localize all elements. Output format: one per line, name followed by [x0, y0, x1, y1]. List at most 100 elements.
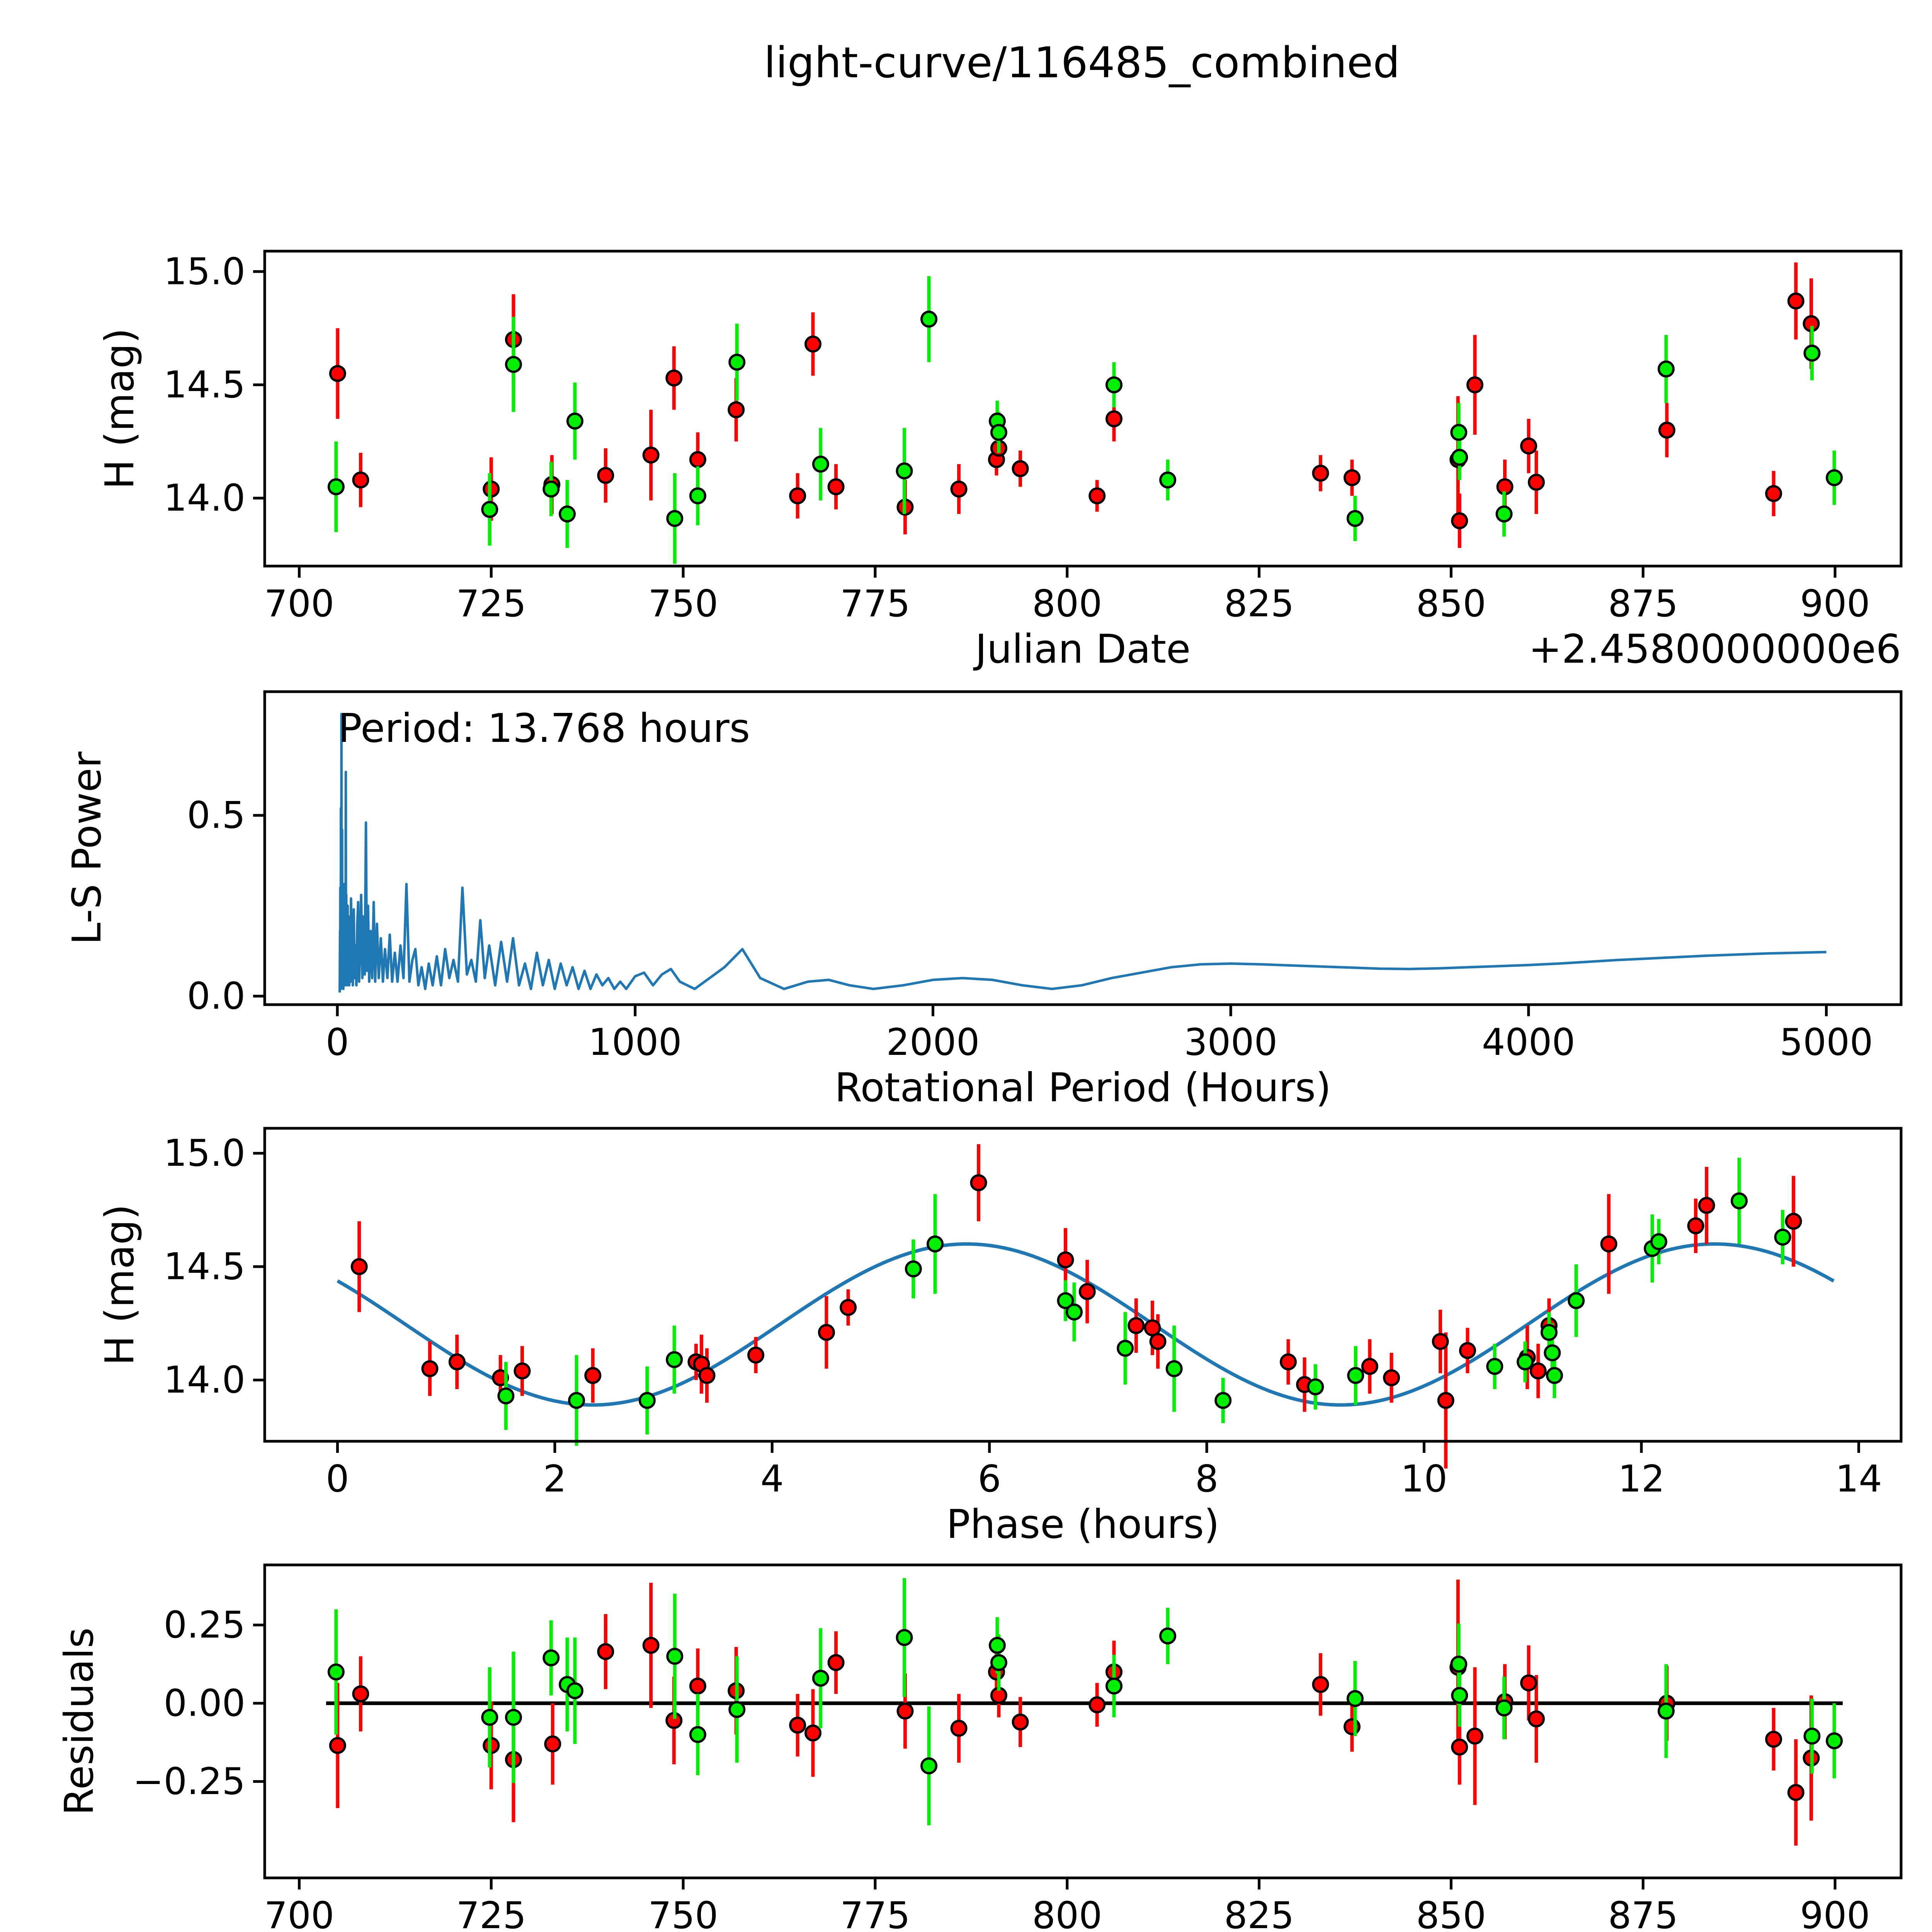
x-tick-label: 700 [264, 583, 334, 625]
green-filter-data-point [920, 310, 938, 328]
red-filter-error-bars [336, 262, 1813, 548]
y-tick-label: 0.25 [163, 1604, 245, 1646]
x-tick-label: 800 [1032, 583, 1102, 625]
x-tick-label: 3000 [1184, 1021, 1277, 1064]
green-filter-data-point [1803, 344, 1821, 362]
green-filter-data-point [666, 510, 684, 527]
red-filter-data-point [950, 1719, 968, 1737]
red-filter-data-point [597, 467, 614, 484]
plot-frame [263, 1127, 1903, 1443]
red-filter-data-point [818, 1324, 835, 1341]
red-filter-data-point [747, 1346, 765, 1364]
red-filter-data-point [970, 1174, 987, 1191]
green-filter-data-point [497, 1387, 515, 1405]
green-filter-data-point [1347, 1367, 1364, 1384]
y-tick-label: −0.25 [133, 1760, 245, 1803]
green-filter-data-point [1066, 1303, 1083, 1321]
periodogram-panel: 0 1000 2000 3000 4000 5000 0.5 0.0 Rotational Pe… [64, 690, 1903, 1111]
red-filter-data-point [1078, 1283, 1096, 1300]
axis-offset-label: +2.4580000000e6 [1529, 626, 1901, 672]
red-filter-data-point [329, 1737, 346, 1754]
x-tick-label: 875 [1608, 583, 1678, 625]
red-filter-data-point [1698, 1197, 1715, 1214]
red-filter-data-point [1765, 485, 1782, 502]
x-axis-label: Rotational Period (Hours) [835, 1065, 1331, 1111]
red-filter-data-point [698, 1367, 716, 1384]
green-filter-data-point [689, 487, 706, 505]
green-filter-data-point [1451, 1687, 1468, 1704]
red-filter-data-point [1437, 1392, 1454, 1409]
red-filter-data-point [804, 1724, 821, 1742]
red-filter-data-point [665, 369, 683, 387]
green-filter-data-point [566, 412, 583, 430]
x-tick-label: 900 [1800, 583, 1870, 625]
x-tick-label: 14 [1835, 1458, 1882, 1500]
green-filter-data-point [1568, 1292, 1585, 1310]
x-tick-label: 825 [1224, 583, 1294, 625]
x-tick-label: 4000 [1482, 1021, 1575, 1064]
red-filter-data-point [1451, 512, 1468, 529]
y-axis-label: Residuals [56, 1628, 102, 1815]
green-filter-data-point [543, 1649, 560, 1667]
red-filter-data-point [1383, 1369, 1400, 1386]
red-filter-data-point [1600, 1235, 1617, 1253]
x-tick-label: 800 [1032, 1895, 1102, 1932]
red-filter-data-point [1785, 1213, 1802, 1230]
y-tick-label: 15.0 [163, 250, 245, 293]
green-filter-data-point [1495, 1699, 1513, 1717]
x-tick-label: 8 [1195, 1458, 1218, 1500]
red-filter-data-point [597, 1643, 614, 1660]
y-axis-label: L-S Power [64, 751, 110, 945]
plot-frame [263, 250, 1903, 568]
green-filter-data-point [327, 478, 345, 495]
red-filter-data-point [1088, 487, 1106, 505]
green-filter-data-point [812, 456, 829, 473]
green-filter-data-point [505, 356, 522, 373]
green-filter-data-point [1165, 1360, 1183, 1378]
x-tick-label: 825 [1224, 1895, 1294, 1932]
green-filter-data-point [728, 1701, 746, 1718]
y-tick-label: 14.0 [163, 1359, 245, 1401]
x-tick-label: 10 [1401, 1458, 1447, 1500]
red-filter-data-point [827, 478, 845, 495]
green-filter-data-point [481, 501, 498, 518]
green-filter-data-point [1517, 1353, 1534, 1371]
green-filter-data-point [1657, 1702, 1675, 1720]
x-tick-label: 700 [264, 1895, 334, 1932]
y-tick-label: 0.00 [163, 1682, 245, 1725]
green-filter-data-point [896, 1629, 913, 1646]
green-filter-data-point [1057, 1292, 1074, 1310]
red-filter-data-point [1459, 1342, 1476, 1359]
y-tick-label: 14.5 [163, 364, 245, 406]
red-filter-data-point [1765, 1731, 1782, 1748]
y-axis-label: H (mag) [97, 328, 143, 489]
red-filter-data-point [1466, 1728, 1484, 1745]
red-filter-data-point [1520, 437, 1537, 455]
green-filter-data-point [689, 1726, 706, 1743]
green-filter-data-point [638, 1392, 656, 1409]
red-filter-data-point [789, 1716, 806, 1734]
green-filter-data-point [1347, 1690, 1364, 1707]
y-axis-label: H (mag) [97, 1204, 143, 1365]
red-filter-data-point [584, 1367, 602, 1384]
red-filter-data-point [1432, 1333, 1449, 1350]
x-tick-label: 750 [648, 583, 718, 625]
green-filter-data-point [1105, 376, 1122, 393]
red-filter-data-point [950, 480, 968, 498]
red-filter-data-point [329, 365, 346, 382]
x-tick-label: 750 [648, 1895, 718, 1932]
green-filter-data-point [1159, 1627, 1177, 1645]
period-annotation: Period: 13.768 hours [338, 706, 750, 752]
x-tick-label: 775 [840, 1895, 910, 1932]
green-filter-data-point [1657, 360, 1675, 378]
green-filter-data-point [990, 1654, 1007, 1671]
red-filter-data-point [492, 1369, 509, 1386]
y-tick-label: 14.0 [163, 477, 245, 520]
x-tick-label: 875 [1608, 1895, 1678, 1932]
red-filter-data-point [1344, 1718, 1361, 1735]
green-filter-error-bars [504, 1158, 1784, 1446]
red-filter-data-point [642, 446, 660, 464]
green-filter-data-point [988, 1637, 1006, 1654]
